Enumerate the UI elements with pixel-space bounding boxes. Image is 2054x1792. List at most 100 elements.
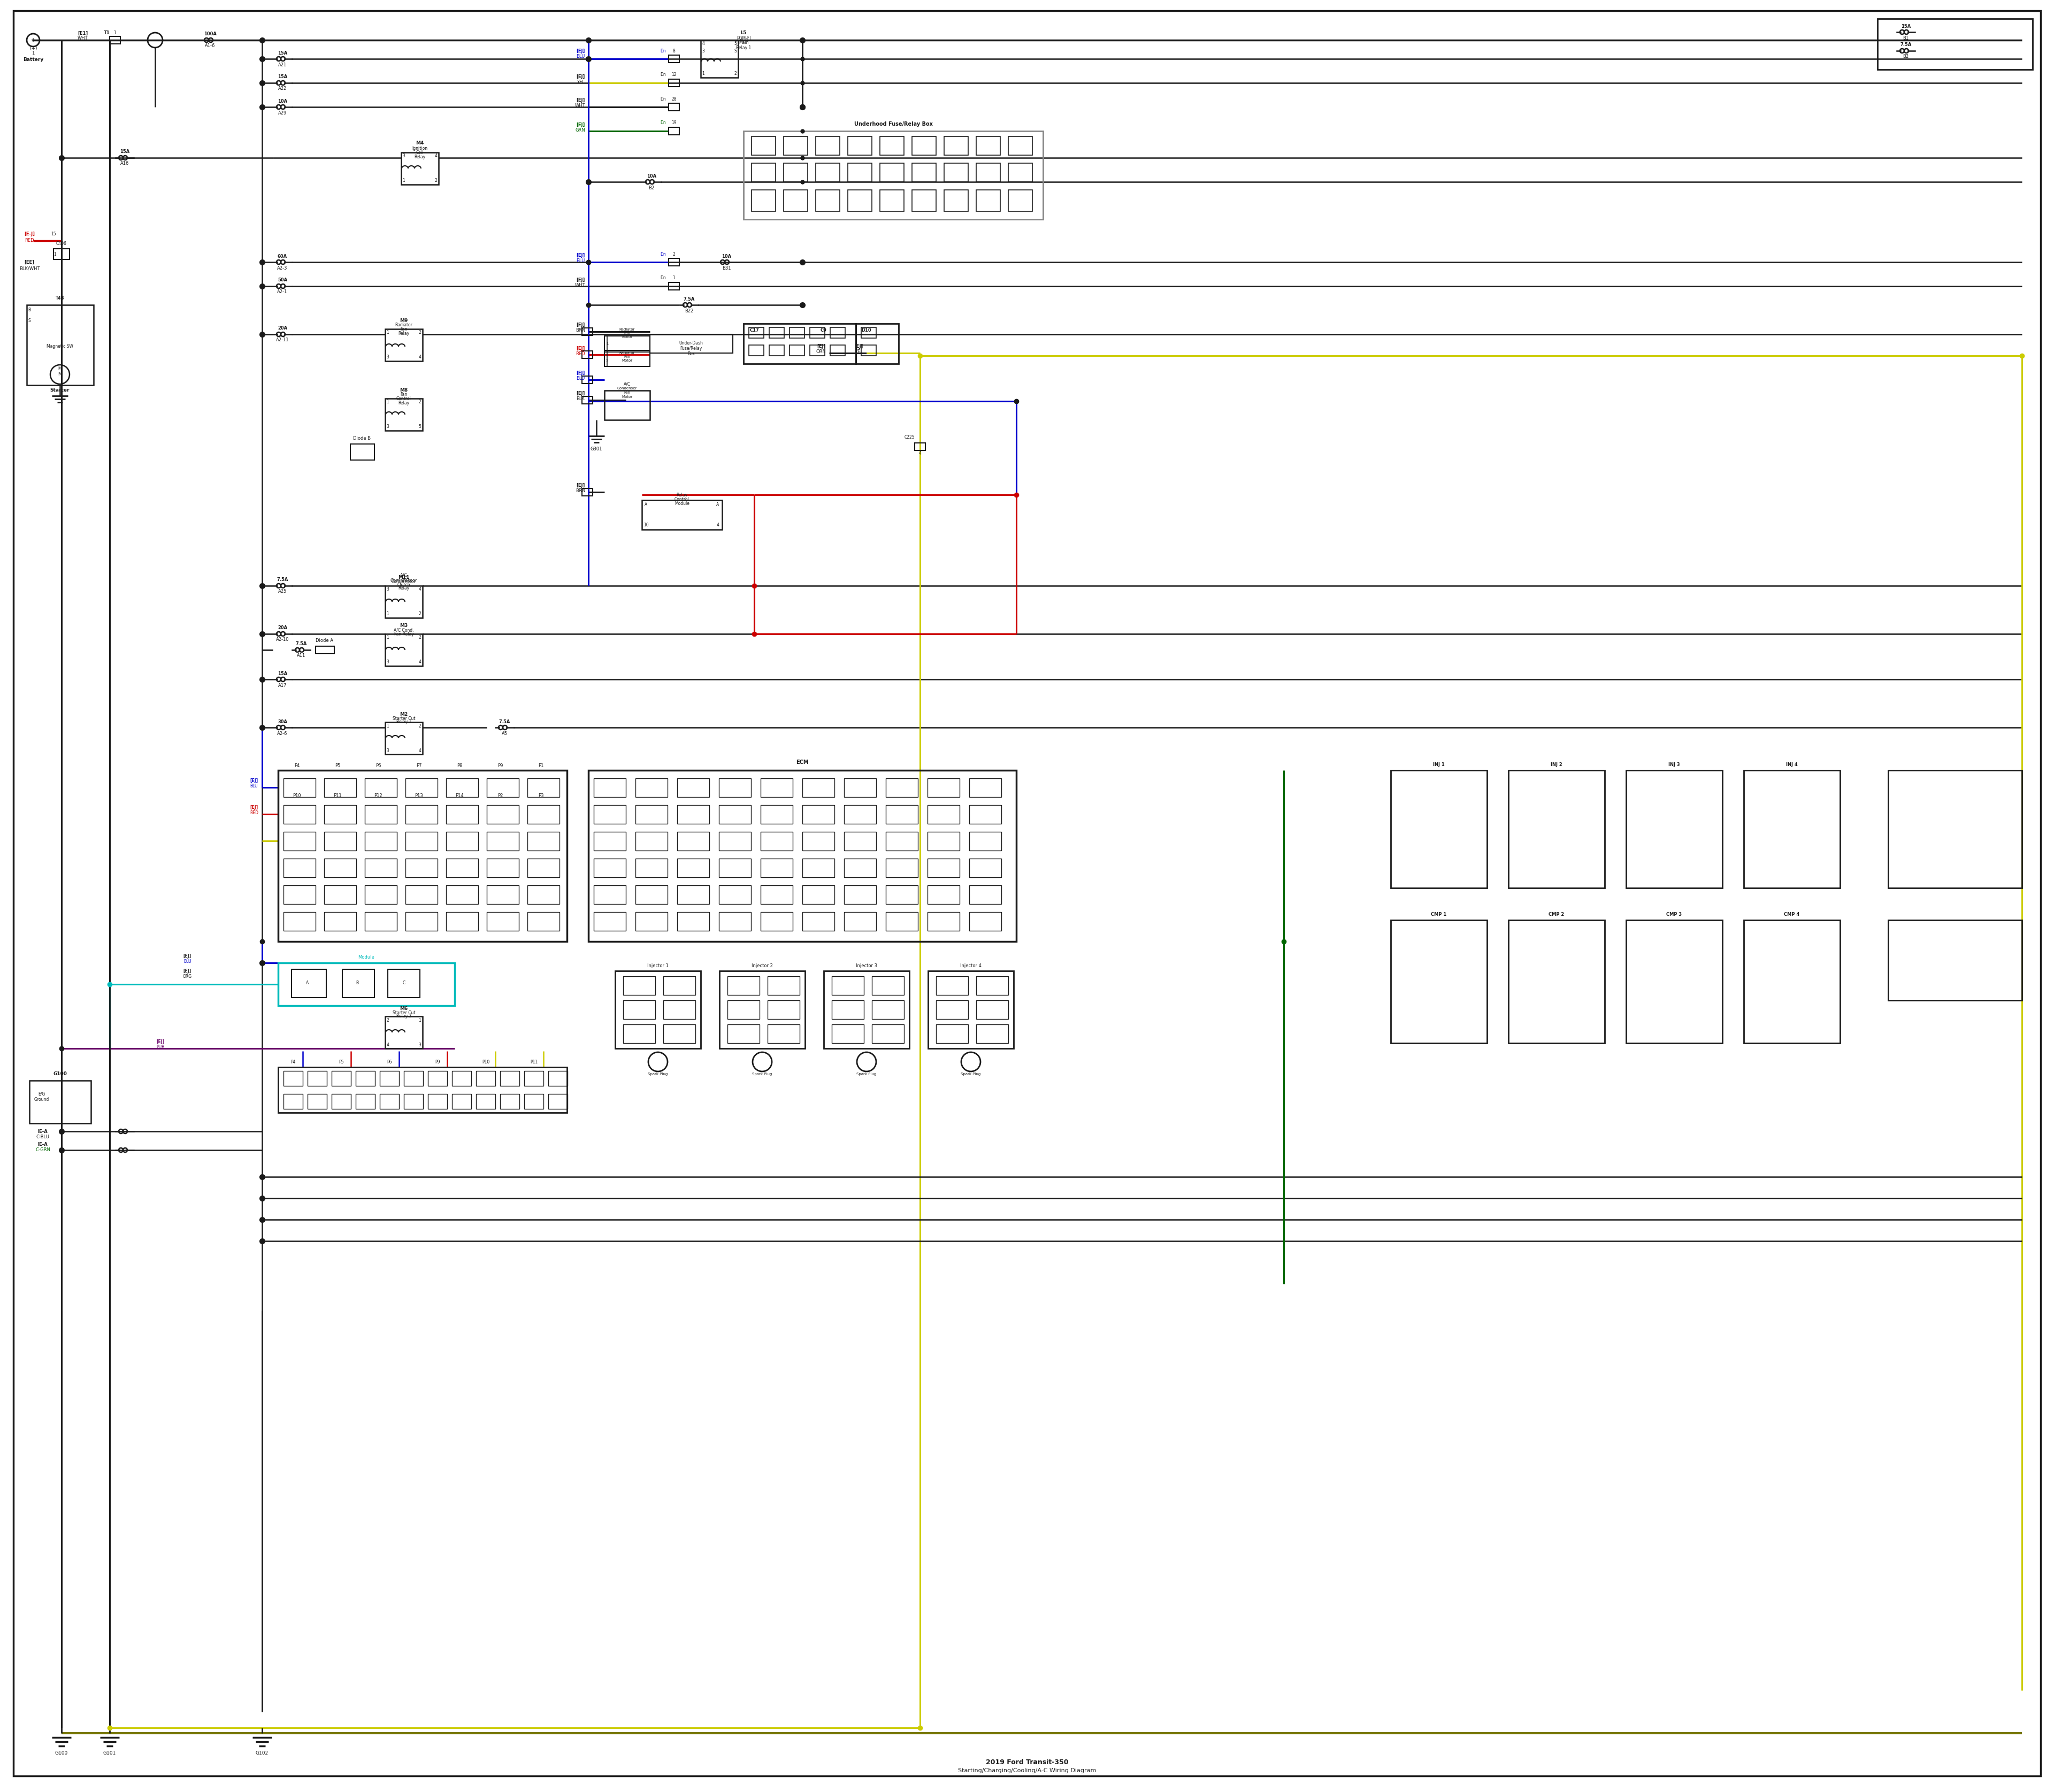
Bar <box>53 249 70 260</box>
Text: B: B <box>29 308 31 312</box>
Text: Module: Module <box>357 955 374 961</box>
Bar <box>976 977 1009 995</box>
Bar <box>928 912 959 930</box>
Text: Diode B: Diode B <box>353 435 372 441</box>
Text: M4: M4 <box>415 142 423 145</box>
Bar <box>477 1072 495 1086</box>
Bar <box>343 969 374 998</box>
Bar <box>871 1000 904 1020</box>
Bar <box>678 805 709 824</box>
Bar <box>976 1000 1009 1020</box>
Bar <box>969 912 1002 930</box>
Text: P10: P10 <box>483 1059 489 1064</box>
Text: BLU: BLU <box>575 376 585 382</box>
Text: 4: 4 <box>918 452 922 455</box>
Text: 4: 4 <box>386 1043 388 1047</box>
Text: A: A <box>717 502 719 507</box>
Text: PUR: PUR <box>156 1045 164 1050</box>
Bar <box>879 190 904 211</box>
Text: 3: 3 <box>386 425 388 430</box>
Text: 15A: 15A <box>277 50 288 56</box>
Bar <box>719 971 805 1048</box>
Bar <box>937 977 967 995</box>
Text: S: S <box>733 48 737 54</box>
Text: Injector 1: Injector 1 <box>647 962 670 968</box>
Text: T4B: T4B <box>55 296 64 301</box>
Text: [EJ]: [EJ] <box>251 805 259 810</box>
Bar <box>857 324 900 364</box>
Text: 3: 3 <box>386 588 388 591</box>
Text: [EJ]: [EJ] <box>854 344 863 349</box>
Text: Box: Box <box>688 351 694 357</box>
Bar <box>1888 919 2021 1000</box>
Text: 1: 1 <box>386 634 388 640</box>
Bar <box>635 858 668 878</box>
Text: Injector 4: Injector 4 <box>959 962 982 968</box>
Text: 12: 12 <box>672 72 676 77</box>
Bar <box>969 831 1002 851</box>
Bar <box>879 163 904 181</box>
Text: Ignition: Ignition <box>413 145 427 151</box>
Text: G100: G100 <box>55 1751 68 1756</box>
Bar <box>663 1025 696 1043</box>
Text: B2: B2 <box>649 185 655 190</box>
Text: P5: P5 <box>335 763 341 769</box>
Bar <box>885 831 918 851</box>
Bar <box>446 778 479 797</box>
Text: BLU: BLU <box>251 783 259 788</box>
Bar <box>663 1000 696 1020</box>
Text: YEL: YEL <box>854 349 863 355</box>
Text: Fan Relay: Fan Relay <box>394 631 413 636</box>
Text: Fan: Fan <box>624 391 631 394</box>
Text: Dn: Dn <box>661 251 665 256</box>
Text: Magnetic SW: Magnetic SW <box>47 344 74 349</box>
Text: Condenser: Condenser <box>616 387 637 391</box>
Text: Spark Plug: Spark Plug <box>752 1073 772 1075</box>
Text: 19: 19 <box>672 120 676 125</box>
Text: 7.5A: 7.5A <box>1900 43 1912 47</box>
Text: [EJ]: [EJ] <box>183 953 191 959</box>
Bar <box>830 346 844 357</box>
Bar <box>752 163 776 181</box>
Bar <box>528 831 559 851</box>
Bar <box>803 805 834 824</box>
Bar <box>401 152 440 185</box>
Bar <box>752 136 776 156</box>
Text: ECM: ECM <box>797 760 809 765</box>
Bar <box>388 969 419 998</box>
Text: GRN: GRN <box>575 127 585 133</box>
Text: 2: 2 <box>386 1018 388 1023</box>
Bar <box>386 330 423 360</box>
Bar <box>928 831 959 851</box>
Bar <box>635 912 668 930</box>
Bar <box>594 858 626 878</box>
Bar <box>386 586 423 618</box>
Text: 2: 2 <box>435 179 438 183</box>
Bar <box>861 328 877 339</box>
Text: 1: 1 <box>702 72 705 77</box>
Bar <box>832 1000 865 1020</box>
Text: M9: M9 <box>401 319 409 323</box>
Bar <box>760 778 793 797</box>
Text: 28: 28 <box>672 97 676 102</box>
Text: P9: P9 <box>435 1059 440 1064</box>
Text: Fan: Fan <box>401 328 407 332</box>
Text: C225: C225 <box>904 435 914 441</box>
Text: P5: P5 <box>339 1059 343 1064</box>
Bar <box>524 1072 544 1086</box>
Text: (+): (+) <box>29 47 37 50</box>
Text: A25: A25 <box>277 590 288 593</box>
Bar <box>670 127 680 134</box>
Bar <box>366 858 396 878</box>
Bar <box>325 805 355 824</box>
Bar <box>945 136 967 156</box>
Bar <box>528 912 559 930</box>
Text: Fan: Fan <box>624 355 631 358</box>
Bar <box>283 1093 302 1109</box>
Text: P6: P6 <box>376 763 380 769</box>
Text: Compressor: Compressor <box>390 579 417 584</box>
Bar <box>1508 919 1604 1043</box>
Text: [EJ]: [EJ] <box>575 484 585 487</box>
Bar <box>760 805 793 824</box>
Text: CMP 3: CMP 3 <box>1666 912 1682 918</box>
